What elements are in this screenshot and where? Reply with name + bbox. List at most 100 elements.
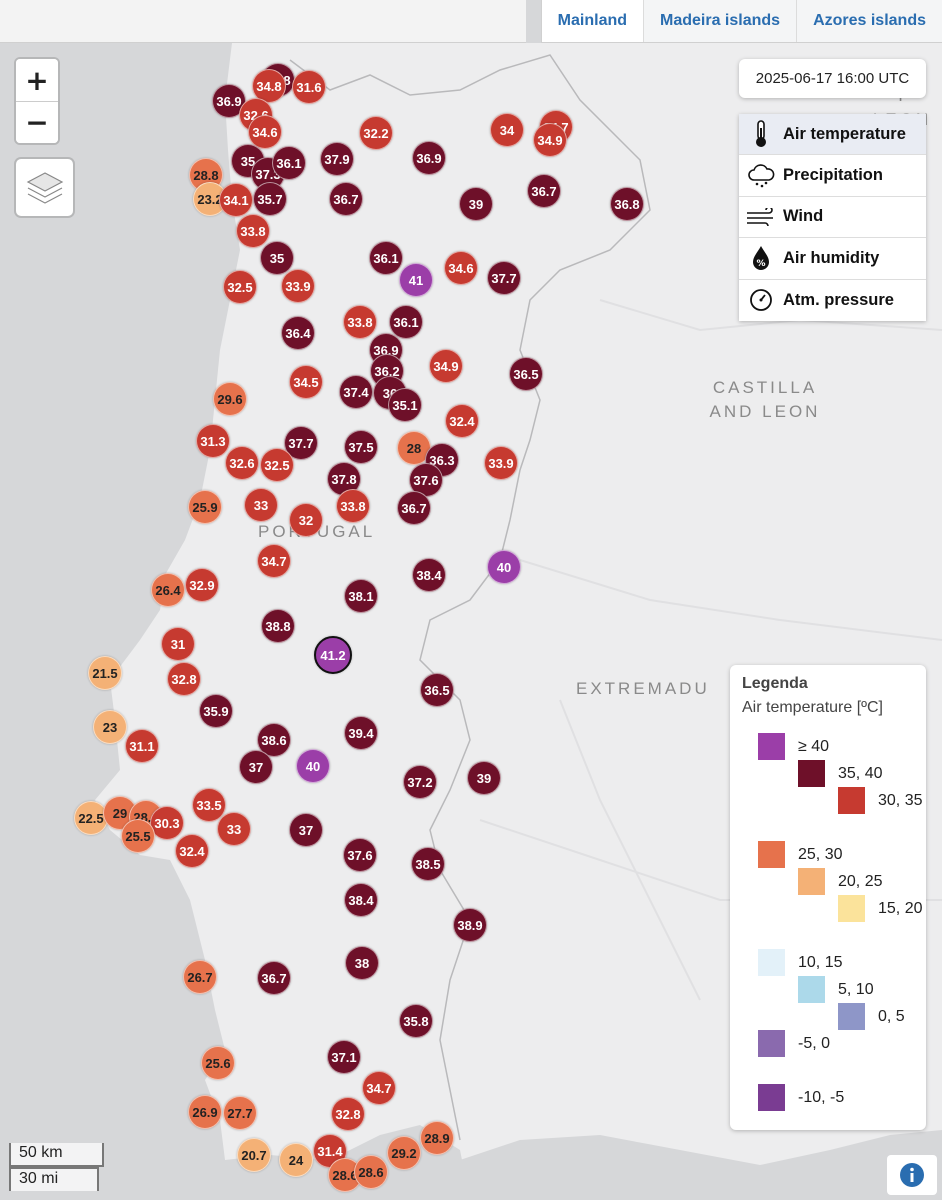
station-marker[interactable]: 36.4 [281,316,315,350]
station-marker[interactable]: 35.7 [253,182,287,216]
station-marker[interactable]: 41 [399,263,433,297]
station-marker[interactable]: 36.8 [610,187,644,221]
tab-madeira[interactable]: Madeira islands [643,0,797,42]
station-marker[interactable]: 33.5 [192,788,226,822]
station-marker[interactable]: 37.5 [344,430,378,464]
station-marker[interactable]: 32.5 [223,270,257,304]
station-marker[interactable]: 32.4 [175,834,209,868]
zoom-out-button[interactable]: − [16,101,58,143]
station-marker[interactable]: 37.7 [487,261,521,295]
station-marker[interactable]: 29.6 [213,382,247,416]
station-marker[interactable]: 38.4 [344,883,378,917]
station-marker[interactable]: 39 [467,761,501,795]
variable-wind[interactable]: Wind [739,197,926,239]
station-marker[interactable]: 36.7 [397,491,431,525]
station-marker[interactable]: 33.8 [343,305,377,339]
station-marker[interactable]: 32.5 [260,448,294,482]
station-marker[interactable]: 23 [93,710,127,744]
station-marker[interactable]: 29.2 [387,1136,421,1170]
station-marker[interactable]: 37.2 [403,765,437,799]
tab-azores[interactable]: Azores islands [796,0,942,42]
station-marker[interactable]: 38.9 [453,908,487,942]
station-marker[interactable]: 34.5 [289,365,323,399]
variable-precipitation[interactable]: Precipitation [739,155,926,197]
station-marker[interactable]: 34.9 [533,123,567,157]
station-marker[interactable]: 39 [459,187,493,221]
station-marker[interactable]: 35.8 [399,1004,433,1038]
station-marker[interactable]: 31.6 [292,70,326,104]
station-marker[interactable]: 31 [161,627,195,661]
station-marker[interactable]: 35.1 [388,388,422,422]
station-marker[interactable]: 40 [296,749,330,783]
station-marker[interactable]: 35 [260,241,294,275]
station-marker[interactable]: 30.3 [150,806,184,840]
station-marker[interactable]: 24 [279,1143,313,1177]
variable-air-humidity[interactable]: % Air humidity [739,238,926,280]
station-marker[interactable]: 32.8 [167,662,201,696]
station-marker[interactable]: 33.9 [281,269,315,303]
station-marker[interactable]: 38 [345,946,379,980]
station-marker[interactable]: 35.9 [199,694,233,728]
station-marker[interactable]: 26.9 [188,1095,222,1129]
station-marker[interactable]: 26.4 [151,573,185,607]
station-marker[interactable]: 25.5 [121,819,155,853]
station-marker[interactable]: 32.8 [331,1097,365,1131]
station-marker[interactable]: 36.7 [527,174,561,208]
station-marker[interactable]: 36.7 [329,182,363,216]
station-marker[interactable]: 20.7 [237,1138,271,1172]
variable-atm-pressure[interactable]: Atm. pressure [739,280,926,321]
station-marker[interactable]: 32.9 [185,568,219,602]
station-marker[interactable]: 36.1 [389,305,423,339]
station-marker[interactable]: 32.4 [445,404,479,438]
station-marker[interactable]: 34 [490,113,524,147]
station-marker[interactable]: 32.2 [359,116,393,150]
station-marker[interactable]: 40 [487,550,521,584]
station-marker[interactable]: 36.9 [412,141,446,175]
variable-air-temperature[interactable]: Air temperature [739,114,926,156]
station-marker[interactable]: 37.6 [343,838,377,872]
station-marker[interactable]: 26.7 [183,960,217,994]
station-marker[interactable]: 32.6 [225,446,259,480]
station-marker[interactable]: 37 [239,750,273,784]
station-marker[interactable]: 38.1 [344,579,378,613]
tab-mainland[interactable]: Mainland [541,0,644,42]
station-marker[interactable]: 37 [289,813,323,847]
station-marker[interactable]: 33.9 [484,446,518,480]
station-marker[interactable]: 25.6 [201,1046,235,1080]
station-marker[interactable]: 38.5 [411,847,445,881]
station-marker[interactable]: 34.1 [219,183,253,217]
station-marker[interactable]: 28.9 [420,1121,454,1155]
station-marker[interactable]: 34.8 [252,69,286,103]
zoom-in-button[interactable]: + [16,59,58,101]
station-marker[interactable]: 36.7 [257,961,291,995]
station-marker[interactable]: 31.1 [125,729,159,763]
station-marker[interactable]: 38.6 [257,723,291,757]
layers-button[interactable] [16,159,73,216]
station-marker[interactable]: 33 [244,488,278,522]
station-marker[interactable]: 36.5 [420,673,454,707]
info-button[interactable] [887,1155,937,1195]
station-marker[interactable]: 27.7 [223,1096,257,1130]
station-marker[interactable]: 37.9 [320,142,354,176]
station-marker[interactable]: 36.1 [369,241,403,275]
station-marker[interactable]: 28.6 [354,1155,388,1189]
station-marker[interactable]: 34.6 [444,251,478,285]
station-marker[interactable]: 38.8 [261,609,295,643]
station-marker[interactable]: 33.8 [236,214,270,248]
station-marker[interactable]: 21.5 [88,656,122,690]
station-marker[interactable]: 31.3 [196,424,230,458]
station-marker[interactable]: 32 [289,503,323,537]
station-marker[interactable]: 38.4 [412,558,446,592]
station-marker[interactable]: 36.5 [509,357,543,391]
station-marker[interactable]: 37.4 [339,375,373,409]
station-marker[interactable]: 36.1 [272,146,306,180]
station-marker[interactable]: 25.9 [188,490,222,524]
station-marker[interactable]: 34.9 [429,349,463,383]
station-marker[interactable]: 34.7 [257,544,291,578]
station-marker[interactable]: 39.4 [344,716,378,750]
station-marker[interactable]: 41.2 [314,636,352,674]
station-marker[interactable]: 34.7 [362,1071,396,1105]
station-marker[interactable]: 37.1 [327,1040,361,1074]
station-marker[interactable]: 33 [217,812,251,846]
station-marker[interactable]: 34.6 [248,115,282,149]
